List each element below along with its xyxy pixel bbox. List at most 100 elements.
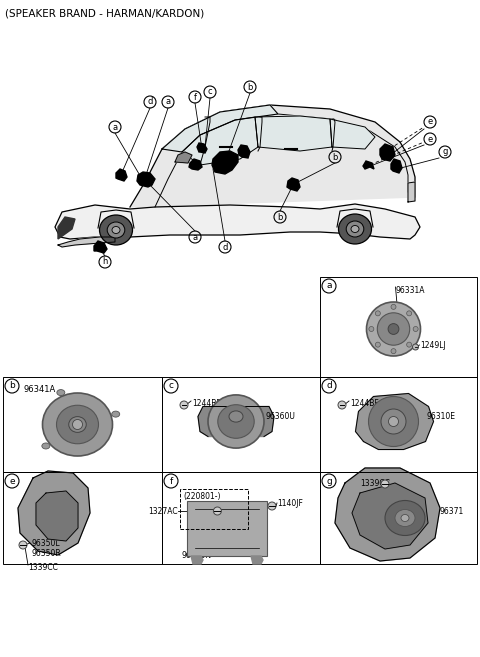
Polygon shape: [175, 152, 192, 163]
Circle shape: [369, 327, 374, 332]
Ellipse shape: [338, 214, 372, 244]
Circle shape: [388, 417, 398, 426]
Ellipse shape: [57, 390, 65, 396]
Text: b: b: [332, 152, 338, 162]
Polygon shape: [330, 119, 375, 149]
Circle shape: [388, 324, 399, 334]
Polygon shape: [182, 117, 258, 165]
Text: c: c: [168, 382, 173, 390]
Text: b: b: [277, 212, 283, 221]
Text: b: b: [9, 382, 15, 390]
Text: f: f: [169, 476, 173, 486]
Text: (SPEAKER BRAND - HARMAN/KARDON): (SPEAKER BRAND - HARMAN/KARDON): [5, 8, 204, 18]
Polygon shape: [197, 143, 207, 153]
Bar: [162, 377, 320, 472]
Text: g: g: [442, 148, 448, 156]
Circle shape: [338, 401, 346, 409]
Text: e: e: [427, 135, 432, 143]
Text: a: a: [326, 281, 332, 290]
Text: 96310E: 96310E: [427, 412, 456, 421]
Circle shape: [72, 420, 83, 430]
Circle shape: [214, 507, 221, 515]
Bar: [3, 377, 162, 472]
Circle shape: [367, 302, 420, 356]
Text: a: a: [192, 233, 198, 242]
Bar: [162, 472, 320, 564]
Ellipse shape: [43, 393, 112, 456]
Ellipse shape: [351, 225, 359, 233]
Polygon shape: [55, 204, 420, 239]
Bar: [320, 472, 477, 564]
Polygon shape: [58, 217, 75, 239]
Circle shape: [268, 502, 276, 510]
Circle shape: [180, 401, 188, 409]
Ellipse shape: [218, 405, 254, 438]
Text: a: a: [112, 122, 118, 131]
Ellipse shape: [346, 221, 364, 237]
Polygon shape: [255, 116, 332, 151]
Bar: [320, 277, 477, 377]
Text: e: e: [9, 476, 15, 486]
Circle shape: [391, 304, 396, 309]
Polygon shape: [335, 468, 440, 561]
Circle shape: [375, 311, 380, 316]
Text: e: e: [427, 118, 432, 127]
Text: 1140JF: 1140JF: [277, 499, 303, 507]
Text: 96350R: 96350R: [31, 549, 61, 558]
Polygon shape: [363, 161, 374, 169]
Ellipse shape: [112, 227, 120, 233]
Text: 1339CC: 1339CC: [28, 562, 58, 572]
Polygon shape: [116, 169, 127, 181]
Ellipse shape: [42, 443, 50, 449]
Circle shape: [377, 313, 410, 345]
Text: a: a: [166, 97, 170, 106]
Bar: [320, 377, 477, 472]
Bar: [187, 501, 267, 556]
Text: f: f: [193, 93, 196, 101]
Polygon shape: [238, 145, 250, 158]
Circle shape: [381, 480, 389, 488]
Text: 96360U: 96360U: [266, 412, 296, 421]
Circle shape: [369, 397, 419, 447]
Polygon shape: [356, 394, 433, 449]
Polygon shape: [198, 407, 274, 436]
Polygon shape: [212, 151, 238, 174]
Ellipse shape: [57, 405, 98, 443]
Polygon shape: [18, 471, 90, 555]
Text: 1244BF: 1244BF: [192, 399, 221, 408]
Text: d: d: [326, 382, 332, 390]
Polygon shape: [287, 178, 300, 191]
Text: c: c: [208, 87, 212, 97]
Ellipse shape: [229, 411, 243, 422]
Polygon shape: [380, 144, 395, 161]
Text: h: h: [102, 258, 108, 267]
Circle shape: [381, 409, 406, 434]
Polygon shape: [162, 105, 278, 152]
Polygon shape: [408, 182, 415, 202]
Circle shape: [391, 349, 396, 353]
Text: 96341A: 96341A: [23, 385, 55, 394]
Ellipse shape: [69, 417, 86, 432]
Polygon shape: [94, 241, 107, 253]
Polygon shape: [58, 237, 115, 247]
Ellipse shape: [385, 501, 425, 535]
Circle shape: [413, 327, 418, 332]
Text: 1249LJ: 1249LJ: [420, 340, 446, 350]
Bar: [3, 472, 162, 564]
Text: d: d: [147, 97, 153, 106]
Circle shape: [412, 344, 419, 350]
Circle shape: [407, 342, 412, 347]
Text: 96370N: 96370N: [182, 551, 212, 560]
Text: 96331A: 96331A: [396, 286, 425, 295]
Text: 96371: 96371: [440, 507, 464, 516]
Polygon shape: [189, 159, 202, 170]
Polygon shape: [191, 556, 203, 564]
Polygon shape: [391, 159, 402, 173]
Polygon shape: [137, 172, 155, 187]
Ellipse shape: [208, 395, 264, 448]
Text: g: g: [326, 476, 332, 486]
Circle shape: [19, 541, 27, 549]
Text: (220801-): (220801-): [183, 492, 220, 501]
Text: d: d: [222, 242, 228, 252]
Ellipse shape: [107, 222, 125, 238]
